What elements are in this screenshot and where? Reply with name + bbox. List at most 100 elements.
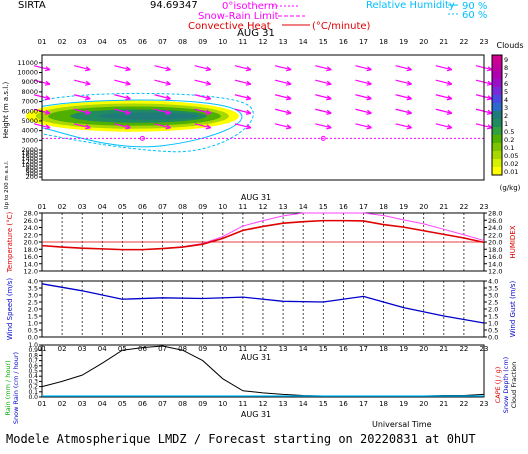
date-label-top: AUG 31 [237, 28, 275, 39]
temp-tick-label: 28.0 [24, 210, 38, 218]
hour-label: 06 [138, 400, 147, 408]
hour-label: 05 [118, 345, 127, 353]
hour-label: 05 [118, 203, 127, 211]
isotherm-marker [320, 135, 326, 141]
wind-arrow [114, 123, 131, 129]
hour-label: 03 [78, 345, 87, 353]
gust-tick-label: 0.5 [488, 327, 498, 335]
wind-arrowhead [85, 109, 91, 115]
wind-arrowhead [205, 66, 212, 72]
humidex-tick-label: 18.0 [488, 246, 502, 254]
hour-label: 21 [439, 203, 448, 211]
cloud-panel-frame [41, 54, 485, 181]
wind-arrowhead [205, 95, 212, 101]
hour-label: 13 [279, 203, 288, 211]
cape-axis-label: CAPE (J / g) [494, 367, 502, 404]
hour-label: 05 [118, 38, 127, 46]
colorbar-title: Clouds [496, 41, 523, 50]
isotherm-marker [139, 135, 145, 141]
wind-arrowhead [125, 66, 131, 72]
height-axis-label: Height (m a.s.l.) [2, 82, 10, 139]
wind-arrowhead [245, 66, 252, 72]
wind-arrowhead [326, 95, 332, 101]
gust-axis-label: Wind Gust (m/s) [509, 280, 517, 337]
hour-label: 18 [379, 345, 388, 353]
wind-arrowhead [326, 124, 332, 130]
hour-label: 06 [138, 38, 147, 46]
wind-arrow [154, 79, 171, 85]
hour-label: 13 [279, 400, 288, 408]
hour-label: 19 [399, 400, 408, 408]
height-tick-label: 5000 [21, 117, 38, 125]
colorbar-label: 8 [504, 64, 508, 72]
wind-arrow [154, 94, 171, 100]
wind-arrowhead [245, 109, 252, 115]
hour-label: 15 [319, 345, 328, 353]
hour-label: 20 [419, 400, 428, 408]
rh-90-label: 90 % [462, 1, 487, 12]
hour-label: 22 [459, 400, 468, 408]
height-tick-label: 600 [26, 167, 38, 175]
hour-label: 07 [158, 400, 167, 408]
wind-arrow [315, 94, 332, 100]
convective-label: Convective Heat [188, 21, 271, 32]
hour-label: 02 [58, 345, 67, 353]
hour-label: 11 [238, 203, 247, 211]
colorbar-label: 9 [504, 56, 508, 64]
height-tick-label: 400 [26, 170, 38, 178]
wind-tick-label: 2.5 [28, 299, 38, 307]
colorbar-label: 0.02 [504, 160, 518, 168]
precip-tick-label: 0.2 [28, 384, 38, 391]
height-tick-label: 1600 [21, 152, 38, 160]
wind-arrowhead [406, 95, 412, 101]
temp-tick-label: 16.0 [24, 253, 38, 261]
wind-arrow [395, 65, 412, 71]
hour-label: 15 [319, 203, 328, 211]
gust-tick-label: 3.0 [488, 292, 498, 300]
hour-label: 18 [379, 400, 388, 408]
hour-label: 09 [198, 345, 207, 353]
hour-label: 01 [38, 400, 47, 408]
wind-arrowhead [326, 109, 332, 115]
hour-label: 04 [98, 203, 107, 211]
height-tick-label: 1000 [21, 161, 38, 169]
wind-arrow [315, 108, 332, 114]
hour-label: 03 [78, 400, 87, 408]
temp-tick-label: 26.0 [24, 217, 38, 225]
hour-label: 18 [379, 203, 388, 211]
snow-depth-axis-label: Snow Depth (cm) [502, 357, 510, 413]
wind-arrowhead [125, 109, 131, 115]
hour-label: 23 [480, 38, 489, 46]
hour-label: 23 [480, 400, 489, 408]
wind-arrow [435, 94, 452, 100]
wind-arrow [234, 79, 252, 85]
wind-arrow [435, 108, 452, 114]
colorbar-swatch [492, 111, 502, 119]
wind-arrow [355, 79, 372, 85]
wind-arrowhead [44, 80, 51, 86]
gust-tick-label: 0.0 [488, 334, 498, 342]
humidex-axis-label: HUMIDEX [509, 225, 517, 258]
wind-arrowhead [446, 95, 453, 101]
hour-label: 10 [218, 400, 227, 408]
wind-arrowhead [44, 124, 51, 130]
wind-arrow [194, 79, 211, 85]
wind-arrow [74, 65, 91, 71]
hour-label: 16 [339, 38, 348, 46]
hour-label: 22 [459, 345, 468, 353]
hour-label: 17 [359, 400, 368, 408]
wind-arrowhead [326, 80, 332, 86]
wind-arrow [74, 94, 91, 100]
hour-label: 02 [58, 400, 67, 408]
hour-label: 09 [198, 203, 207, 211]
wind-arrow [194, 108, 211, 114]
humidex-tick-label: 20.0 [488, 239, 502, 247]
wind-axis-label: Wind Speed (m/s) [6, 278, 14, 341]
wind-arrowhead [406, 109, 412, 115]
hour-label: 09 [198, 400, 207, 408]
height-tick-label: 1800 [21, 149, 38, 157]
colorbar-swatch [492, 79, 502, 87]
hour-label: 14 [299, 203, 308, 211]
gust-tick-label: 2.0 [488, 306, 498, 314]
gust-tick-label: 3.5 [488, 285, 498, 293]
